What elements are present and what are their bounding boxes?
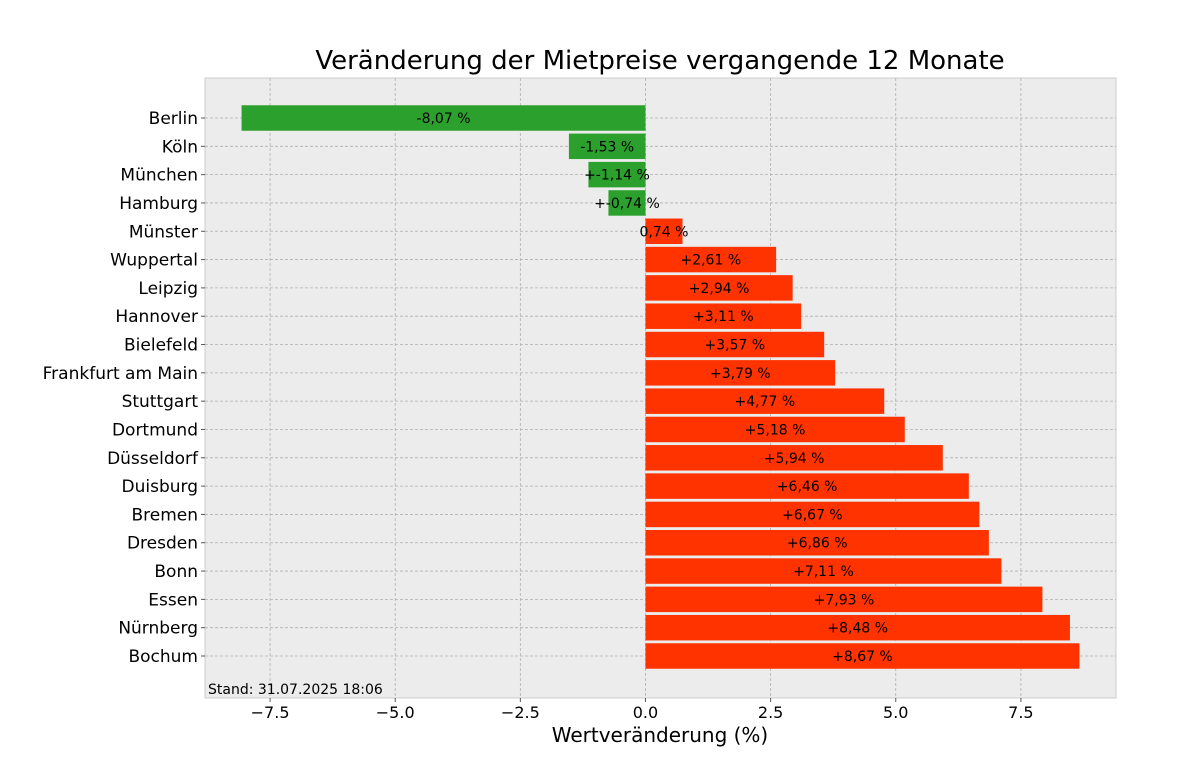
value-label: +-0,74 % <box>594 196 660 212</box>
bars-layer <box>241 105 1080 669</box>
bar-wuppertal <box>645 246 777 273</box>
category-label: Hamburg <box>119 194 198 214</box>
bar-dresden <box>645 529 989 556</box>
value-label: +2,61 % <box>680 253 741 269</box>
category-label: Berlin <box>149 109 198 129</box>
category-label: Wuppertal <box>110 251 198 271</box>
x-tick-label: 0.0 <box>633 703 658 722</box>
category-label: Bochum <box>128 647 198 667</box>
bar-bremen <box>645 501 980 528</box>
category-label: Düsseldorf <box>107 449 199 469</box>
category-label: Bremen <box>131 505 198 525</box>
category-label: Bielefeld <box>124 336 198 356</box>
bar-bonn <box>645 558 1002 584</box>
bar-frankfurt-am-main <box>645 360 836 386</box>
bar-stuttgart <box>645 388 885 414</box>
category-label: Dresden <box>127 534 198 554</box>
bar-köln <box>568 133 646 160</box>
bar-hannover <box>645 303 802 329</box>
value-label: +2,94 % <box>689 281 750 297</box>
category-label: Köln <box>162 137 198 157</box>
value-label: +3,79 % <box>710 366 771 382</box>
bar-nürnberg <box>645 614 1070 641</box>
x-tick-label: −7.5 <box>251 703 290 722</box>
value-label: +6,86 % <box>787 536 848 552</box>
category-label: Hannover <box>115 307 198 327</box>
value-label: +4,77 % <box>735 394 796 410</box>
category-label: Stuttgart <box>122 392 199 412</box>
bar-dortmund <box>645 416 905 443</box>
x-tick-label: −5.0 <box>376 703 415 722</box>
value-label: -8,07 % <box>417 111 471 127</box>
value-label: +3,11 % <box>693 309 754 325</box>
bar-hamburg <box>608 190 646 216</box>
value-label: +5,18 % <box>745 422 806 438</box>
category-label: Münster <box>129 222 198 242</box>
bar-essen <box>645 586 1043 613</box>
value-label: +5,94 % <box>764 451 825 467</box>
stand-annotation: Stand: 31.07.2025 18:06 <box>208 682 383 698</box>
value-label: +7,11 % <box>793 564 854 580</box>
category-label: Duisburg <box>122 477 199 497</box>
bar-bochum <box>645 643 1080 669</box>
bar-berlin <box>241 105 646 131</box>
value-label: -1,53 % <box>580 139 634 155</box>
value-label: +6,67 % <box>782 507 843 523</box>
category-label: Leipzig <box>138 279 198 299</box>
category-label: Frankfurt am Main <box>43 364 198 384</box>
x-tick-label: 7.5 <box>1008 703 1033 722</box>
x-tick-label: 2.5 <box>758 703 783 722</box>
bar-duisburg <box>645 473 969 499</box>
bar-bielefeld <box>645 331 825 358</box>
value-label: +3,57 % <box>705 338 766 354</box>
x-tick-label: −2.5 <box>501 703 540 722</box>
bar-münster <box>645 218 683 245</box>
category-label: Bonn <box>154 562 198 582</box>
bar-leipzig <box>645 275 793 301</box>
category-label: Essen <box>148 590 198 610</box>
x-axis-label: Wertveränderung (%) <box>552 723 769 747</box>
value-label: +8,48 % <box>827 621 888 637</box>
bar-düsseldorf <box>645 445 943 471</box>
category-label: München <box>120 166 198 186</box>
x-tick-label: 5.0 <box>883 703 908 722</box>
bar-münchen <box>588 161 646 188</box>
value-label: +-1,14 % <box>584 168 650 184</box>
value-label: 0,74 % <box>640 224 689 240</box>
labels-layer: −7.5 −5.0 −2.5 0.0 2.5 5.0 7.5 Berlin -8,07 % Köl… <box>43 109 1034 722</box>
value-label: +6,46 % <box>777 479 838 495</box>
category-label: Dortmund <box>112 420 198 440</box>
category-label: Nürnberg <box>118 619 198 639</box>
chart-title: Veränderung der Mietpreise vergangende 1… <box>315 46 1004 76</box>
value-label: +8,67 % <box>832 649 893 665</box>
value-label: +7,93 % <box>814 592 875 608</box>
